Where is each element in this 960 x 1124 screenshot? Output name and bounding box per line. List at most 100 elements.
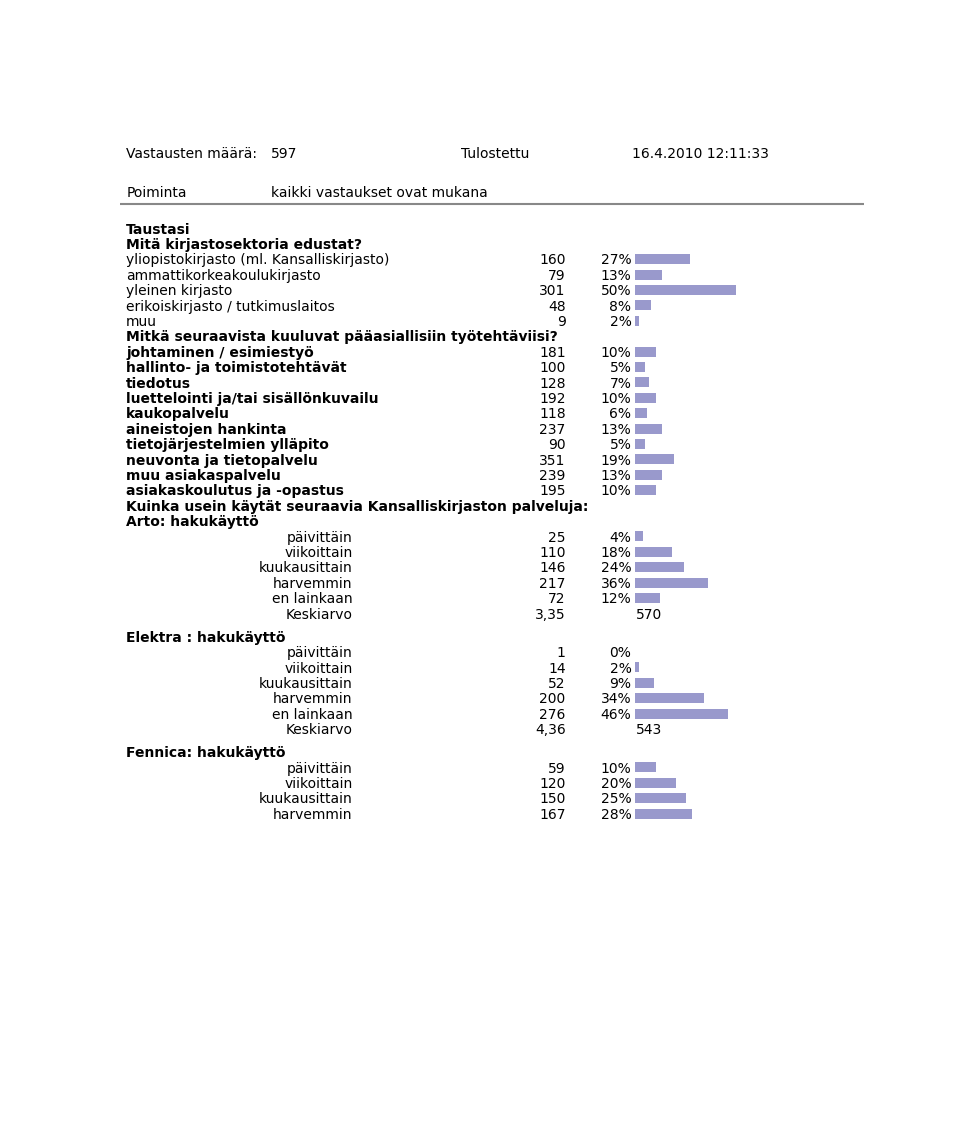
Text: 10%: 10%	[601, 392, 632, 406]
Text: asiakaskoulutus ja -opastus: asiakaskoulutus ja -opastus	[126, 484, 344, 498]
Bar	[636, 547, 672, 556]
Text: kaikki vastaukset ovat mukana: kaikki vastaukset ovat mukana	[271, 185, 488, 200]
Text: viikoittain: viikoittain	[284, 662, 352, 676]
Bar	[636, 678, 654, 688]
Text: 13%: 13%	[601, 423, 632, 437]
Text: 276: 276	[540, 708, 565, 722]
Text: 118: 118	[539, 408, 565, 422]
Text: harvemmin: harvemmin	[273, 808, 352, 822]
Text: Poiminta: Poiminta	[126, 185, 186, 200]
Text: 59: 59	[548, 762, 565, 776]
Text: 160: 160	[540, 253, 565, 268]
Bar	[636, 454, 674, 464]
Bar	[636, 532, 643, 542]
Text: 110: 110	[540, 546, 565, 560]
Text: Arto: hakukäyttö: Arto: hakukäyttö	[126, 515, 259, 529]
Bar	[636, 708, 728, 718]
Text: 25: 25	[548, 531, 565, 545]
Text: 18%: 18%	[601, 546, 632, 560]
Text: tietojärjestelmien ylläpito: tietojärjestelmien ylläpito	[126, 438, 329, 452]
Text: 9%: 9%	[610, 677, 632, 691]
Bar	[636, 316, 639, 326]
Text: 100: 100	[540, 361, 565, 375]
Text: 4%: 4%	[610, 531, 632, 545]
Bar	[636, 694, 704, 704]
Text: Elektra : hakukäyttö: Elektra : hakukäyttö	[126, 631, 286, 645]
Text: 7%: 7%	[610, 377, 632, 391]
Text: yleinen kirjasto: yleinen kirjasto	[126, 284, 232, 298]
Text: 217: 217	[540, 577, 565, 591]
Text: kuukausittain: kuukausittain	[259, 677, 352, 691]
Text: päivittäin: päivittäin	[287, 646, 352, 660]
Text: luettelointi ja/tai sisällönkuvailu: luettelointi ja/tai sisällönkuvailu	[126, 392, 378, 406]
Text: 3,35: 3,35	[535, 608, 565, 622]
Text: 8%: 8%	[610, 300, 632, 314]
Text: viikoittain: viikoittain	[284, 546, 352, 560]
Text: 52: 52	[548, 677, 565, 691]
Text: 13%: 13%	[601, 269, 632, 283]
Text: 167: 167	[540, 808, 565, 822]
Text: Keskiarvo: Keskiarvo	[285, 723, 352, 737]
Text: 27%: 27%	[601, 253, 632, 268]
Text: 20%: 20%	[601, 777, 632, 791]
Text: erikoiskirjasto / tutkimuslaitos: erikoiskirjasto / tutkimuslaitos	[126, 300, 335, 314]
Text: aineistojen hankinta: aineistojen hankinta	[126, 423, 287, 437]
Text: kaukopalvelu: kaukopalvelu	[126, 408, 230, 422]
Text: 10%: 10%	[601, 346, 632, 360]
Bar	[636, 392, 656, 402]
Text: 10%: 10%	[601, 484, 632, 498]
Text: kuukausittain: kuukausittain	[259, 562, 352, 575]
Bar	[636, 578, 708, 588]
Text: 200: 200	[540, 692, 565, 706]
Text: 0%: 0%	[610, 646, 632, 660]
Text: 14: 14	[548, 662, 565, 676]
Bar	[636, 486, 656, 496]
Text: 1: 1	[557, 646, 565, 660]
Bar	[636, 439, 645, 450]
Bar	[636, 762, 656, 772]
Text: 79: 79	[548, 269, 565, 283]
Text: 120: 120	[540, 777, 565, 791]
Text: 150: 150	[540, 792, 565, 806]
Text: päivittäin: päivittäin	[287, 531, 352, 545]
Bar	[636, 346, 656, 356]
Text: en lainkaan: en lainkaan	[272, 708, 352, 722]
Text: 28%: 28%	[601, 808, 632, 822]
Text: 351: 351	[540, 454, 565, 468]
Text: muu asiakaspalvelu: muu asiakaspalvelu	[126, 469, 281, 483]
Bar	[636, 470, 661, 480]
Text: 181: 181	[539, 346, 565, 360]
Text: 6%: 6%	[610, 408, 632, 422]
Bar	[636, 254, 690, 264]
Text: 570: 570	[636, 608, 662, 622]
Text: harvemmin: harvemmin	[273, 577, 352, 591]
Text: 128: 128	[540, 377, 565, 391]
Bar	[636, 562, 684, 572]
Text: päivittäin: päivittäin	[287, 762, 352, 776]
Text: johtaminen / esimiestyö: johtaminen / esimiestyö	[126, 346, 314, 360]
Text: 5%: 5%	[610, 361, 632, 375]
Text: 237: 237	[540, 423, 565, 437]
Text: 25%: 25%	[601, 792, 632, 806]
Text: Taustasi: Taustasi	[126, 223, 191, 237]
Text: kuukausittain: kuukausittain	[259, 792, 352, 806]
Text: muu: muu	[126, 315, 157, 329]
Text: 13%: 13%	[601, 469, 632, 483]
Text: Fennica: hakukäyttö: Fennica: hakukäyttö	[126, 746, 286, 760]
Text: 72: 72	[548, 592, 565, 606]
Bar	[636, 593, 660, 604]
Text: 24%: 24%	[601, 562, 632, 575]
Text: Tulostettu: Tulostettu	[461, 147, 529, 161]
Bar	[636, 378, 650, 388]
Text: 19%: 19%	[601, 454, 632, 468]
Text: 4,36: 4,36	[535, 723, 565, 737]
Text: 48: 48	[548, 300, 565, 314]
Text: 90: 90	[548, 438, 565, 452]
Text: Mitä kirjastosektoria edustat?: Mitä kirjastosektoria edustat?	[126, 238, 362, 252]
Text: 12%: 12%	[601, 592, 632, 606]
Bar	[636, 285, 736, 294]
Text: 34%: 34%	[601, 692, 632, 706]
Text: 146: 146	[540, 562, 565, 575]
Bar	[636, 794, 685, 804]
Text: 2%: 2%	[610, 315, 632, 329]
